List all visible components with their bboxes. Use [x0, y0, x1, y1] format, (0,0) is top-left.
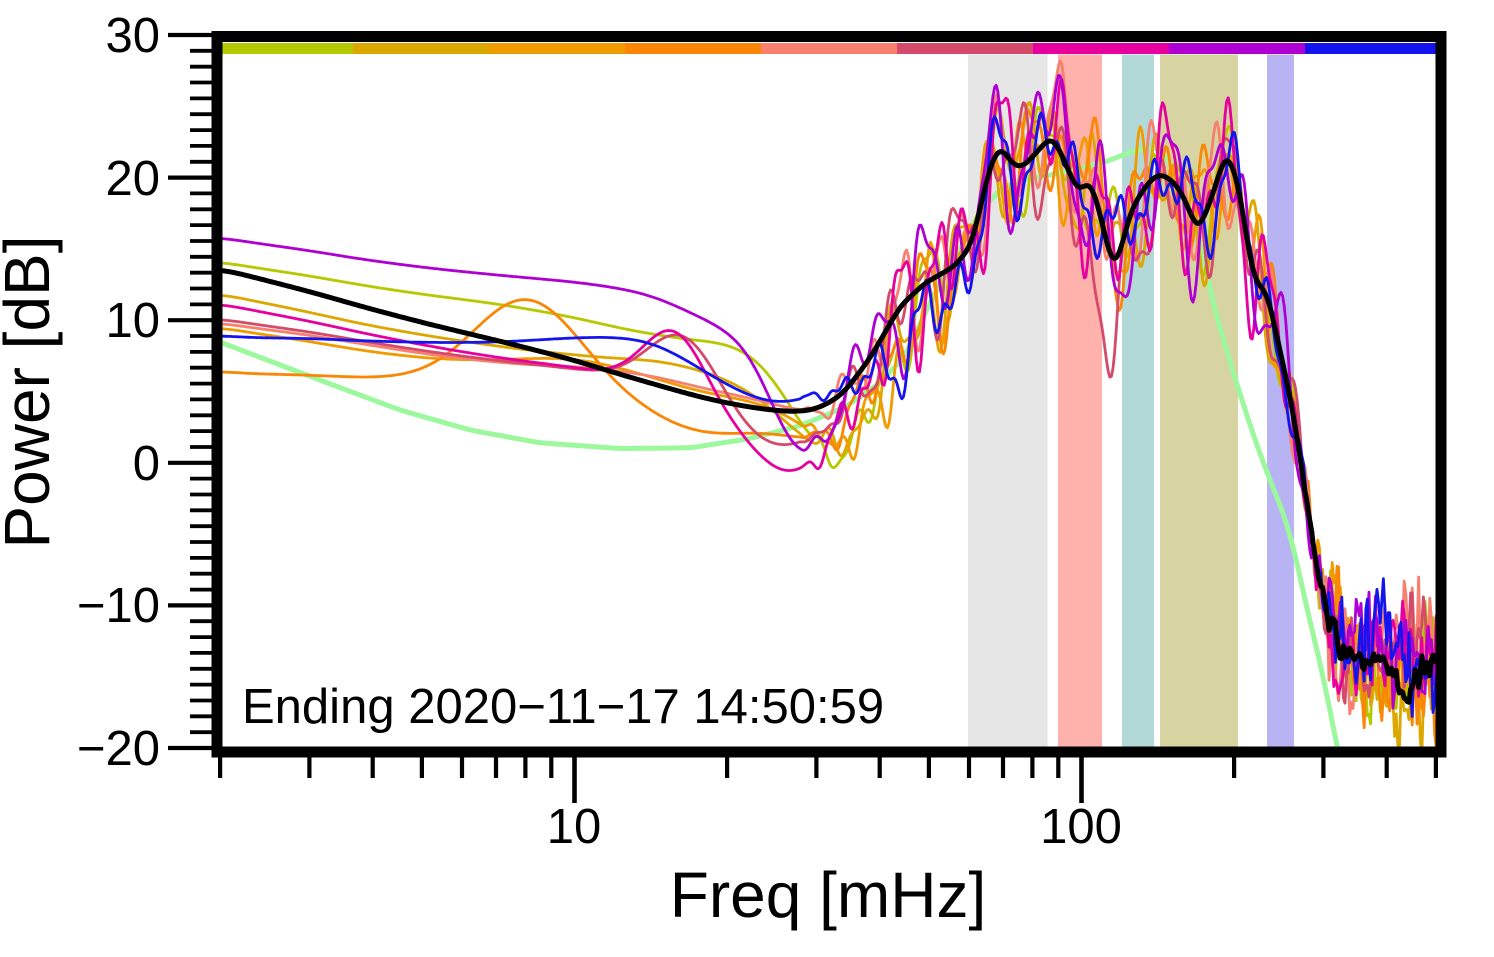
svg-text:−20: −20 — [77, 722, 160, 776]
svg-text:100: 100 — [1040, 800, 1122, 854]
svg-text:10: 10 — [547, 800, 602, 854]
svg-text:−10: −10 — [77, 579, 160, 633]
svg-text:Freq [mHz]: Freq [mHz] — [670, 859, 986, 931]
svg-text:0: 0 — [133, 437, 160, 491]
svg-text:20: 20 — [105, 152, 160, 206]
svg-text:10: 10 — [105, 294, 160, 348]
svg-text:Ending 2020−11−17 14:50:59: Ending 2020−11−17 14:50:59 — [242, 680, 884, 734]
svg-text:30: 30 — [105, 9, 160, 63]
svg-text:Power [dB]: Power [dB] — [0, 235, 63, 548]
